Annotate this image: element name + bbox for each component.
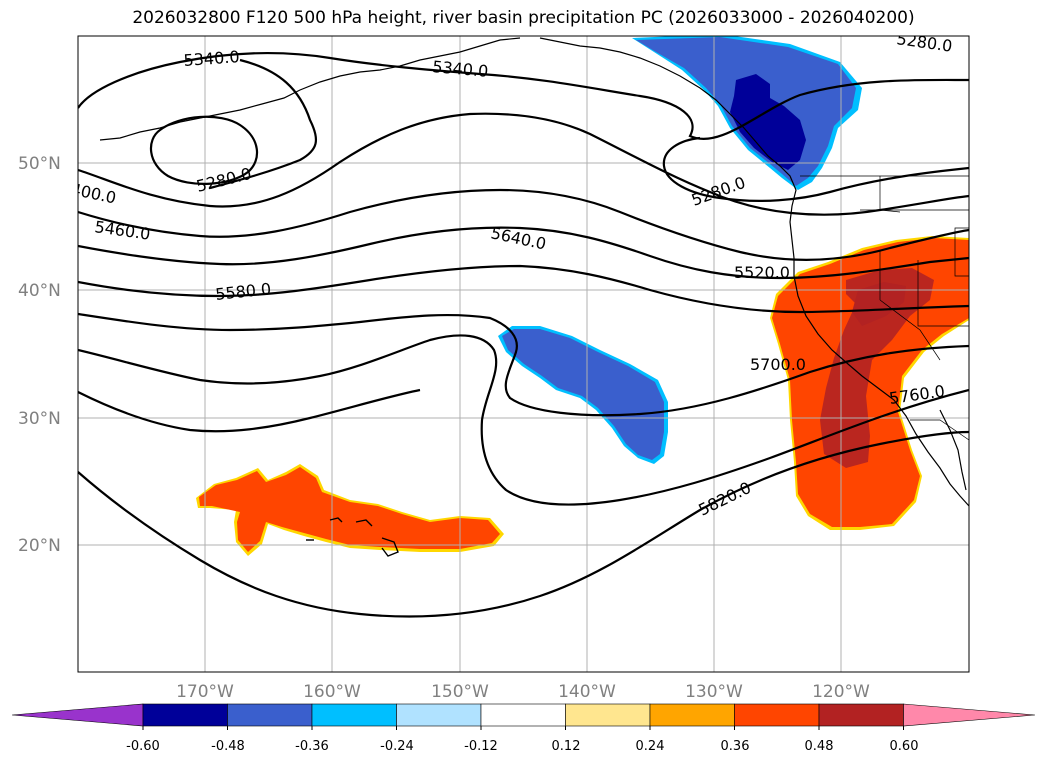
lat-label-50n: 50°N — [18, 154, 61, 174]
contour-label: 5280.0 — [194, 164, 253, 196]
longitude-labels: 170°W 160°W 150°W 140°W 130°W 120°W — [176, 682, 870, 702]
colorbar-extend-min — [11, 703, 144, 727]
latitude-labels: 50°N 40°N 30°N 20°N — [18, 154, 61, 556]
graticule — [78, 36, 969, 672]
colorbar-bin — [396, 703, 482, 727]
contour-label: 5520.0 — [734, 263, 790, 282]
colorbar-tick-label: -0.36 — [295, 739, 329, 754]
contour-label: 5340.0 — [432, 57, 489, 81]
lon-label-150w: 150°W — [431, 682, 489, 702]
contour-5760 — [78, 388, 421, 433]
lon-label-130w: 130°W — [685, 682, 743, 702]
map-area: 5340.0 5340.0 5280.0 5280.0 5280.0 5400.… — [78, 29, 969, 672]
colorbar-tick-label: -0.12 — [464, 739, 498, 754]
colorbar-tick-label: 0.36 — [721, 739, 750, 754]
lon-label-140w: 140°W — [558, 682, 616, 702]
contour-5340 — [78, 51, 969, 140]
contour-5280-east — [662, 136, 969, 202]
precip-positive-hawaii — [196, 464, 504, 556]
contour-5520 — [78, 226, 969, 280]
contour-5280-west — [149, 115, 259, 185]
colorbar-tick-label: 0.24 — [636, 739, 665, 754]
colorbar-extend-max — [903, 703, 1036, 727]
precip-negative-pacific — [498, 326, 668, 464]
contour-5580 — [78, 264, 969, 314]
colorbar-bin — [480, 703, 566, 727]
contour-5820 — [78, 430, 969, 618]
contour-label: 5340.0 — [183, 47, 240, 70]
lat-label-30n: 30°N — [18, 409, 61, 429]
contour-5460 — [78, 188, 969, 261]
contour-label: 5700.0 — [750, 355, 806, 374]
lon-label-120w: 120°W — [812, 682, 870, 702]
colorbar-bin — [311, 703, 397, 727]
contour-label: 5640.0 — [489, 223, 548, 253]
colorbar-tick-label: 0.60 — [890, 739, 919, 754]
colorbar-bin — [565, 703, 651, 727]
lon-label-160w: 160°W — [303, 682, 361, 702]
contour-label: 5280.0 — [689, 173, 748, 210]
height-contours — [78, 51, 969, 618]
lat-label-40n: 40°N — [18, 281, 61, 301]
contour-label: 5820.0 — [695, 478, 754, 520]
contour-label: 5460.0 — [93, 217, 151, 244]
contour-label: 5280.0 — [895, 29, 953, 56]
colorbar-bin — [734, 703, 820, 727]
colorbar-bin — [142, 703, 228, 727]
colorbar-bin — [649, 703, 735, 727]
contour-label: 5580.0 — [214, 279, 272, 304]
colorbar-tick-label: 0.48 — [805, 739, 834, 754]
contour-5700 — [78, 334, 969, 506]
contour-5400 — [78, 112, 969, 216]
map-title: 2026032800 F120 500 hPa height, river ba… — [132, 8, 915, 28]
colorbar-bin — [818, 703, 904, 727]
contour-5640 — [78, 312, 969, 417]
lon-label-170w: 170°W — [176, 682, 234, 702]
colorbar-ticks: -0.60 -0.48 -0.36 -0.24 -0.12 0.12 0.24 … — [126, 739, 918, 754]
lat-label-20n: 20°N — [18, 536, 61, 556]
precip-negative-alaska — [632, 36, 862, 190]
colorbar-tick-label: -0.24 — [380, 739, 414, 754]
colorbar — [11, 703, 1036, 730]
islands — [306, 517, 399, 557]
contour-5340-inner — [209, 58, 318, 190]
map-frame — [77, 35, 970, 673]
colorbar-tick-label: -0.60 — [126, 739, 160, 754]
colorbar-tick-label: 0.12 — [552, 739, 581, 754]
colorbar-bin — [227, 703, 313, 727]
colorbar-tick-label: -0.48 — [211, 739, 245, 754]
